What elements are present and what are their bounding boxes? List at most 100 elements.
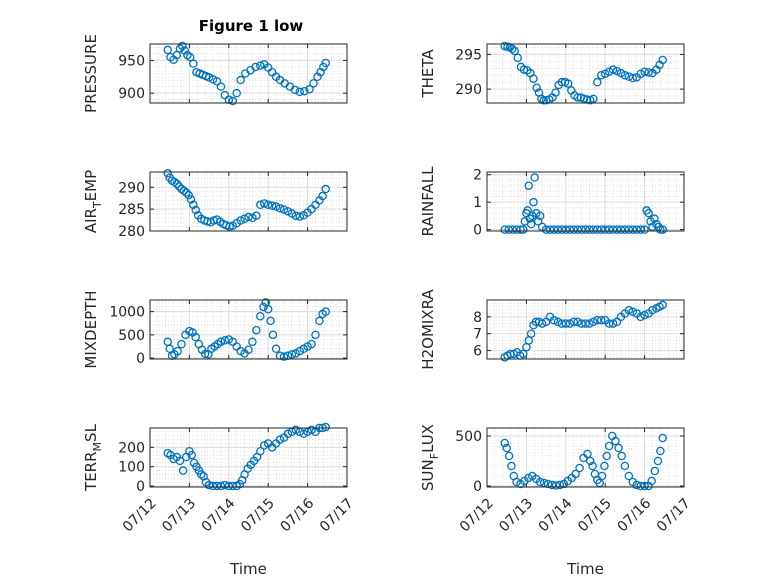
data-point	[268, 330, 278, 340]
data-point	[581, 225, 590, 234]
y-tick-label: 2	[473, 168, 482, 184]
data-point	[614, 443, 623, 453]
data-point	[557, 225, 567, 234]
data-point	[585, 225, 594, 234]
data-point	[504, 451, 514, 461]
data-point	[179, 186, 189, 196]
data-point	[573, 317, 582, 327]
data-point	[291, 211, 301, 220]
data-point	[259, 302, 268, 312]
data-point	[275, 435, 285, 444]
x-tick-label: 07/14	[199, 495, 239, 535]
y-axis-label: MIXDEPTH	[82, 290, 100, 368]
data-point	[267, 201, 277, 210]
data-point	[504, 225, 513, 234]
data-point	[275, 204, 285, 213]
data-point	[648, 305, 657, 315]
data-point	[624, 72, 634, 81]
data-point	[307, 339, 316, 349]
data-point	[263, 305, 273, 314]
data-point	[636, 312, 645, 322]
data-point	[640, 67, 649, 77]
data-point	[500, 225, 509, 234]
subplot-pressure: 900 950 PRESSURE	[82, 34, 348, 113]
data-point	[186, 195, 196, 204]
subplot-h2omixra: 678 H2OMIXRA	[419, 289, 685, 370]
data-point	[508, 225, 517, 234]
data-point	[523, 206, 532, 215]
data-point	[597, 471, 607, 481]
data-point	[547, 480, 557, 490]
y-tick-label: 500	[118, 328, 145, 344]
x-tick-label: 07/12	[120, 495, 160, 535]
data-point	[256, 446, 265, 456]
data-point	[204, 480, 214, 490]
data-point	[644, 208, 653, 218]
data-point	[549, 315, 559, 325]
x-tick-label: 07/15	[575, 495, 615, 535]
data-point	[163, 169, 172, 178]
data-point	[563, 79, 573, 88]
data-point	[173, 346, 182, 356]
data-point	[244, 345, 253, 354]
y-tick-label: 8	[473, 310, 482, 326]
data-point	[290, 85, 300, 95]
data-point	[533, 217, 543, 226]
subplot-theta: 290 295 THETA	[419, 41, 685, 105]
data-point	[216, 481, 226, 491]
data-point	[585, 319, 594, 328]
subplot-air-emp: 280 285 290 AIRTEMP	[82, 169, 348, 240]
y-axis-label: AIRTEMP	[82, 170, 104, 233]
data-point	[616, 225, 626, 234]
data-point	[191, 332, 200, 342]
x-tick-label: 07/16	[278, 495, 318, 535]
data-point	[516, 225, 525, 234]
data-point	[178, 41, 187, 51]
y-tick-label: 0	[136, 351, 145, 367]
subplot-sun-lux: 0 500 SUNFLUX 07/12 07/13 07/14 07/15 07/16 07/1…	[419, 424, 694, 578]
data-point	[604, 319, 614, 328]
data-point	[524, 473, 533, 483]
data-point	[519, 65, 529, 74]
data-point	[260, 199, 269, 208]
data-point	[271, 344, 281, 354]
data-point	[248, 337, 257, 347]
data-point	[593, 77, 602, 87]
data-point	[557, 77, 567, 87]
data-point	[187, 450, 197, 460]
data-point	[589, 225, 598, 234]
data-point	[321, 307, 330, 316]
data-point	[597, 225, 606, 234]
y-axis-label: PRESSURE	[82, 34, 100, 113]
data-point	[602, 451, 612, 461]
data-point	[608, 319, 618, 328]
data-point	[177, 339, 186, 349]
data-point	[236, 75, 245, 85]
data-point	[300, 86, 309, 96]
data-point	[291, 425, 301, 435]
data-point	[620, 225, 630, 234]
data-point	[644, 68, 653, 77]
data-point	[309, 79, 318, 88]
data-point	[589, 94, 598, 104]
data-point	[597, 70, 606, 80]
data-point	[640, 225, 649, 234]
data-point	[656, 225, 665, 234]
data-point	[500, 438, 509, 448]
data-point	[545, 225, 555, 234]
data-point	[565, 225, 574, 234]
data-point	[628, 307, 638, 317]
data-point	[529, 197, 538, 207]
data-point	[196, 470, 206, 479]
data-point	[181, 188, 191, 197]
y-axis-label: H2OMIXRA	[419, 289, 437, 370]
y-tick-label: 6	[473, 344, 482, 360]
data-point	[315, 316, 324, 326]
x-tick-label: 07/13	[159, 495, 199, 535]
axes-border	[486, 299, 685, 360]
data-point	[632, 225, 641, 234]
data-point	[569, 225, 578, 234]
data-point	[228, 96, 237, 106]
data-point	[525, 214, 535, 223]
axes-border	[149, 43, 348, 104]
